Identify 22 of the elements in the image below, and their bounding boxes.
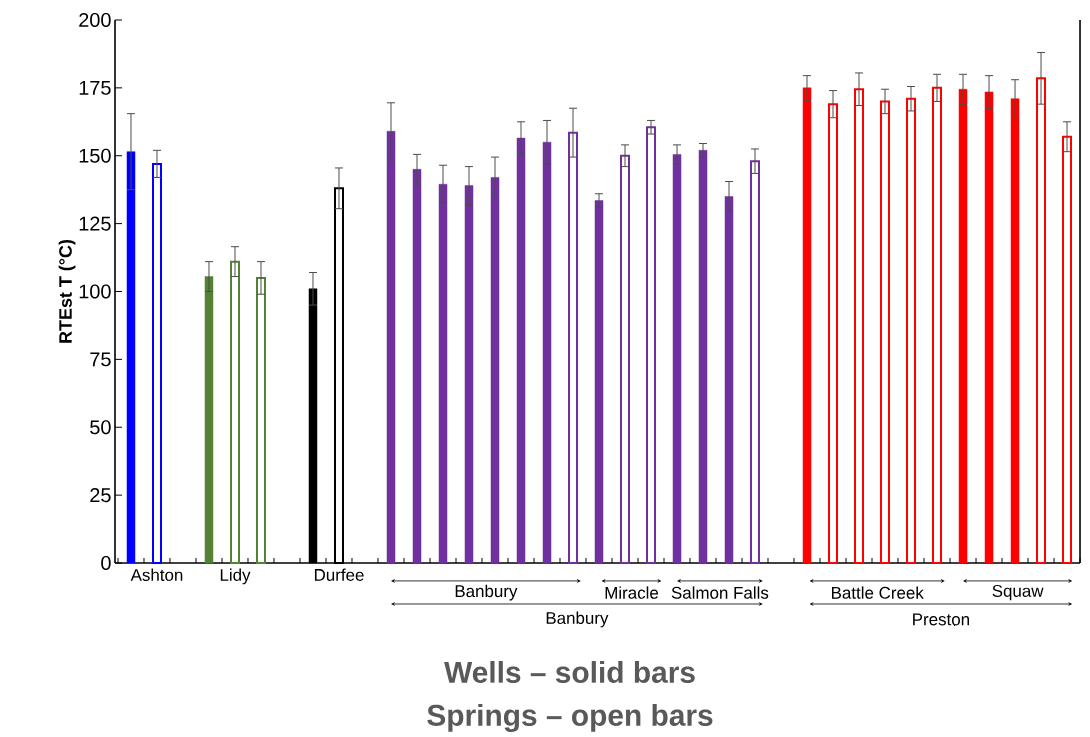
y-axis-title: RTEst T (°C) [58, 240, 76, 343]
text: Wells – solid bars [444, 661, 695, 683]
text: Preston [913, 613, 969, 626]
x-tick-label: Lidy [220, 568, 251, 585]
text: Banbury [546, 611, 609, 628]
y-tick-label: 100 [79, 284, 111, 299]
text: Salmon Falls [671, 586, 769, 599]
y-tick-label: 0 [101, 555, 111, 571]
y-tick-label: 25 [90, 488, 111, 503]
x-tick-label: Ashton [130, 568, 183, 581]
x-tick-label: Durfee [314, 568, 364, 581]
text: Squaw [992, 584, 1044, 601]
y-tick-label: 150 [79, 148, 111, 163]
text: Springs – open bars [427, 704, 713, 732]
y-tick-label: 125 [79, 216, 111, 231]
text: Miracle [605, 586, 659, 599]
y-tick-label: 50 [90, 420, 111, 435]
y-tick-label: 175 [79, 80, 111, 95]
y-tick-label: 75 [90, 352, 111, 367]
text: Banbury [455, 584, 518, 601]
text: Battle Creek [832, 586, 924, 599]
y-tick-label: 200 [79, 12, 111, 28]
